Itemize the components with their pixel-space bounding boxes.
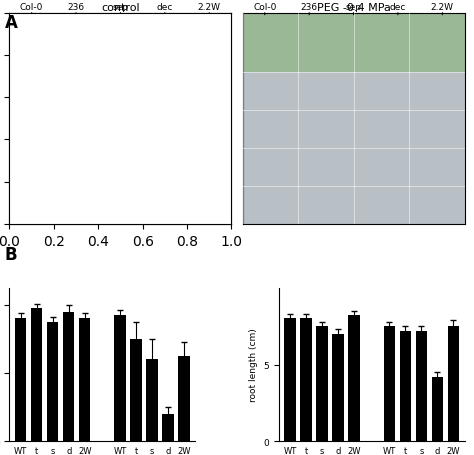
Bar [317, 326, 328, 441]
Bar [348, 316, 360, 441]
Bar [432, 377, 443, 441]
Bar [178, 356, 190, 441]
Bar [243, 73, 465, 224]
Bar [400, 331, 411, 441]
Text: Col-0: Col-0 [20, 3, 43, 11]
Bar [114, 315, 126, 441]
Text: 236: 236 [67, 3, 85, 11]
Bar [9, 14, 231, 73]
Bar [332, 334, 344, 441]
Text: dec: dec [390, 3, 406, 11]
Bar [146, 359, 157, 441]
Bar [284, 319, 296, 441]
Text: sep: sep [346, 3, 362, 11]
Text: dec: dec [157, 3, 173, 11]
Bar [301, 319, 311, 441]
Bar [47, 322, 58, 441]
Bar [448, 326, 459, 441]
Text: 2.2W: 2.2W [431, 3, 454, 11]
Bar [79, 319, 91, 441]
Bar [15, 319, 26, 441]
Title: PEG -0.4 MPa: PEG -0.4 MPa [317, 3, 391, 13]
Text: sep: sep [112, 3, 128, 11]
Bar [130, 339, 142, 441]
Bar [9, 73, 231, 224]
Bar [416, 331, 427, 441]
Bar [243, 14, 465, 73]
Text: A: A [5, 14, 18, 31]
Text: 2.2W: 2.2W [198, 3, 221, 11]
Bar [383, 326, 395, 441]
Text: B: B [5, 246, 18, 263]
Bar [63, 312, 74, 441]
Text: Col-0: Col-0 [253, 3, 276, 11]
Title: control: control [101, 3, 140, 13]
Bar [163, 414, 173, 441]
Y-axis label: root length (cm): root length (cm) [249, 328, 258, 401]
Bar [31, 308, 42, 441]
Text: 236: 236 [301, 3, 318, 11]
